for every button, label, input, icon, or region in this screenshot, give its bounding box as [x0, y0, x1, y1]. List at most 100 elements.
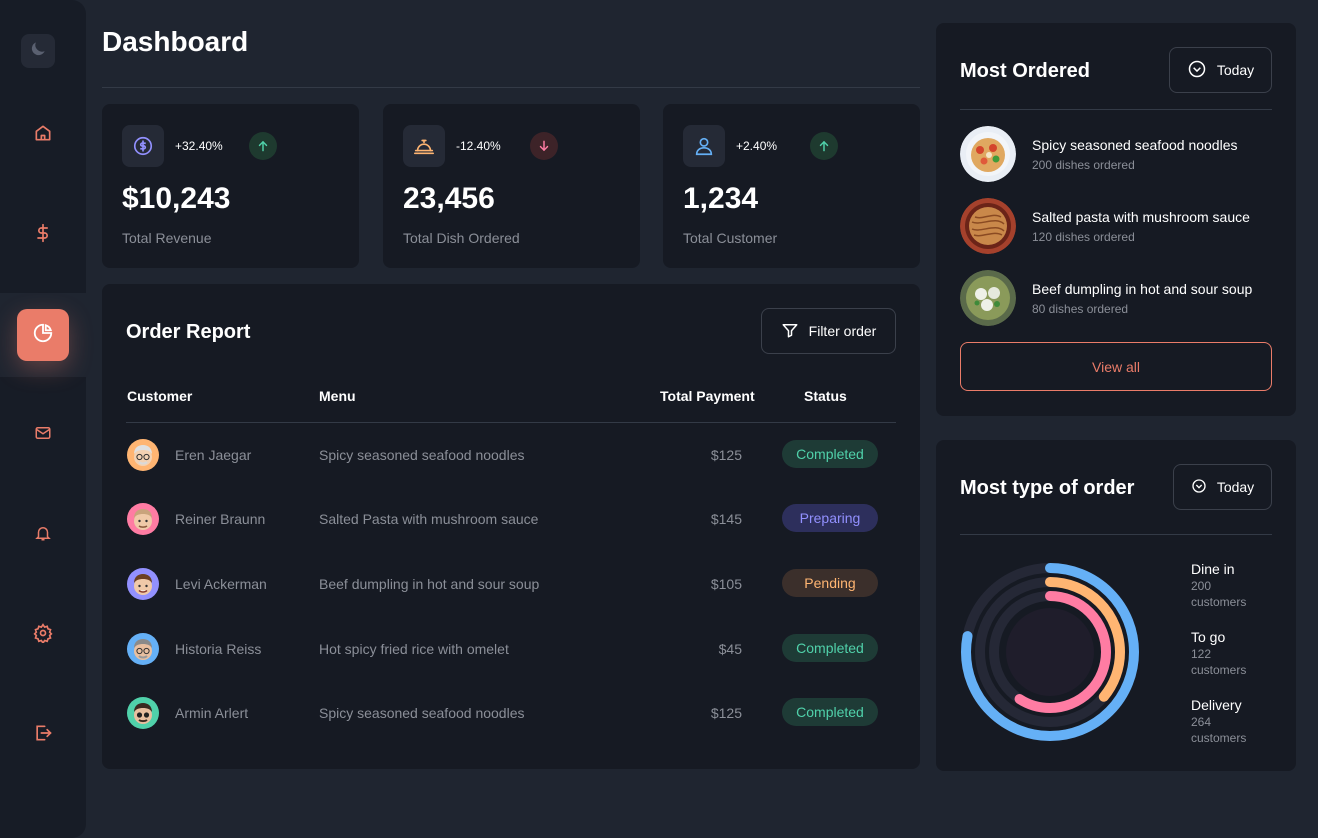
dish-image	[960, 270, 1016, 326]
sidebar-item-dollar[interactable]	[0, 193, 86, 277]
avatar	[127, 439, 159, 471]
dish-count: 200 dishes ordered	[1032, 158, 1135, 172]
moon-icon	[28, 39, 48, 64]
ring-dine-in	[989, 591, 1111, 713]
sidebar	[0, 0, 86, 838]
customer-name: Armin Arlert	[175, 705, 249, 721]
customer-name: Reiner Braunn	[175, 511, 266, 527]
filter-order-button[interactable]: Filter order	[761, 308, 896, 354]
panel-divider	[960, 534, 1272, 535]
payment-amount: $145	[710, 511, 742, 527]
legend-name: Dine in	[1191, 561, 1235, 577]
arrow-down-icon	[530, 132, 558, 160]
table-row[interactable]: Levi Ackerman Beef dumpling in hot and s…	[102, 564, 920, 604]
today-filter-button[interactable]: Today	[1169, 47, 1272, 93]
dish-name: Salted pasta with mushroom sauce	[1032, 209, 1250, 225]
dish-count: 120 dishes ordered	[1032, 230, 1135, 244]
avatar	[127, 697, 159, 729]
status-badge: Preparing	[782, 504, 878, 532]
column-header-status[interactable]: Status	[804, 388, 847, 404]
today-filter-button[interactable]: Today	[1173, 464, 1272, 510]
legend-count: 200	[1191, 579, 1212, 593]
stat-change: +2.40%	[736, 139, 778, 153]
order-type-panel: Most type of order Today Dine in 200 cus…	[936, 440, 1296, 771]
dish-count: 80 dishes ordered	[1032, 302, 1129, 316]
legend-count: 122	[1191, 647, 1212, 661]
sidebar-item-home[interactable]	[0, 93, 86, 177]
stat-label: Total Customer	[683, 230, 778, 246]
sidebar-item-notifications[interactable]	[0, 493, 86, 577]
stat-value: 1,234	[683, 182, 759, 215]
legend-name: To go	[1191, 629, 1226, 645]
column-header-payment[interactable]: Total Payment	[660, 388, 755, 404]
status-badge: Completed	[782, 440, 878, 468]
most-ordered-panel: Most Ordered Today Spicy seasoned seafoo…	[936, 23, 1296, 416]
ring-to-go	[975, 577, 1125, 727]
dish-item[interactable]: Spicy seasoned seafood noodles 200 dishe…	[960, 126, 1280, 182]
arrow-up-icon	[249, 132, 277, 160]
stat-label: Total Dish Ordered	[403, 230, 520, 246]
sidebar-item-mail[interactable]	[0, 393, 86, 477]
chevron-down-icon	[1187, 59, 1207, 82]
legend-unit: customers	[1191, 663, 1247, 677]
legend-item-to-go: To go 122 customers	[1191, 629, 1291, 678]
sidebar-item-settings[interactable]	[0, 593, 86, 677]
home-icon	[33, 123, 53, 148]
bell-icon	[34, 523, 52, 548]
stat-card-customers: +2.40% 1,234 Total Customer	[663, 104, 920, 268]
dish-image	[960, 126, 1016, 182]
view-all-button[interactable]: View all	[960, 342, 1272, 391]
order-type-title: Most type of order	[960, 477, 1135, 499]
stat-change: +32.40%	[175, 139, 223, 153]
order-report: Order Report Filter order Customer Menu …	[102, 284, 920, 769]
title-divider	[102, 87, 920, 88]
table-row[interactable]: Historia Reiss Hot spicy fried rice with…	[102, 629, 920, 669]
arrow-up-icon	[810, 132, 838, 160]
legend-item-delivery: Delivery 264 customers	[1191, 697, 1291, 746]
most-ordered-title: Most Ordered	[960, 60, 1091, 82]
table-row[interactable]: Armin Arlert Spicy seasoned seafood nood…	[102, 693, 920, 733]
legend-unit: customers	[1191, 595, 1247, 609]
dish-image	[960, 198, 1016, 254]
customer-name: Historia Reiss	[175, 641, 262, 657]
stat-value: $10,243	[122, 182, 231, 215]
customer-name: Levi Ackerman	[175, 576, 267, 592]
menu-item: Hot spicy fried rice with omelet	[319, 641, 509, 657]
order-type-donut-chart	[961, 563, 1139, 741]
logo[interactable]	[21, 34, 55, 68]
pie-chart-icon	[32, 322, 54, 349]
legend-unit: customers	[1191, 731, 1247, 745]
filter-icon	[781, 321, 799, 342]
table-row[interactable]: Reiner Braunn Salted Pasta with mushroom…	[102, 499, 920, 539]
customer-name: Eren Jaegar	[175, 447, 252, 463]
column-header-customer[interactable]: Customer	[127, 388, 193, 404]
page-title: Dashboard	[102, 26, 249, 57]
column-header-menu[interactable]: Menu	[319, 388, 356, 404]
legend-name: Delivery	[1191, 697, 1242, 713]
today-label: Today	[1216, 479, 1255, 495]
stat-change: -12.40%	[456, 139, 501, 153]
donut-center	[1006, 608, 1094, 696]
status-badge: Completed	[782, 634, 878, 662]
payment-amount: $125	[710, 447, 742, 463]
mail-icon	[33, 424, 53, 447]
legend-item-dine-in: Dine in 200 customers	[1191, 561, 1291, 610]
dish-item[interactable]: Beef dumpling in hot and sour soup 80 di…	[960, 270, 1280, 326]
stat-card-dishes: -12.40% 23,456 Total Dish Ordered	[383, 104, 640, 268]
table-row[interactable]: Eren Jaegar Spicy seasoned seafood noodl…	[102, 435, 920, 475]
today-label: Today	[1216, 62, 1255, 78]
sidebar-item-dashboard[interactable]	[0, 293, 86, 377]
sidebar-item-logout[interactable]	[0, 693, 86, 777]
menu-item: Spicy seasoned seafood noodles	[319, 705, 525, 721]
table-divider	[126, 422, 896, 423]
logout-icon	[33, 723, 53, 748]
dish-item[interactable]: Salted pasta with mushroom sauce 120 dis…	[960, 198, 1280, 254]
dish-name: Beef dumpling in hot and sour soup	[1032, 281, 1253, 297]
dollar-circle-icon	[122, 125, 164, 167]
status-badge: Pending	[782, 569, 878, 597]
payment-amount: $105	[710, 576, 742, 592]
order-report-title: Order Report	[126, 321, 251, 343]
gear-icon	[33, 622, 53, 648]
user-icon	[683, 125, 725, 167]
avatar	[127, 503, 159, 535]
